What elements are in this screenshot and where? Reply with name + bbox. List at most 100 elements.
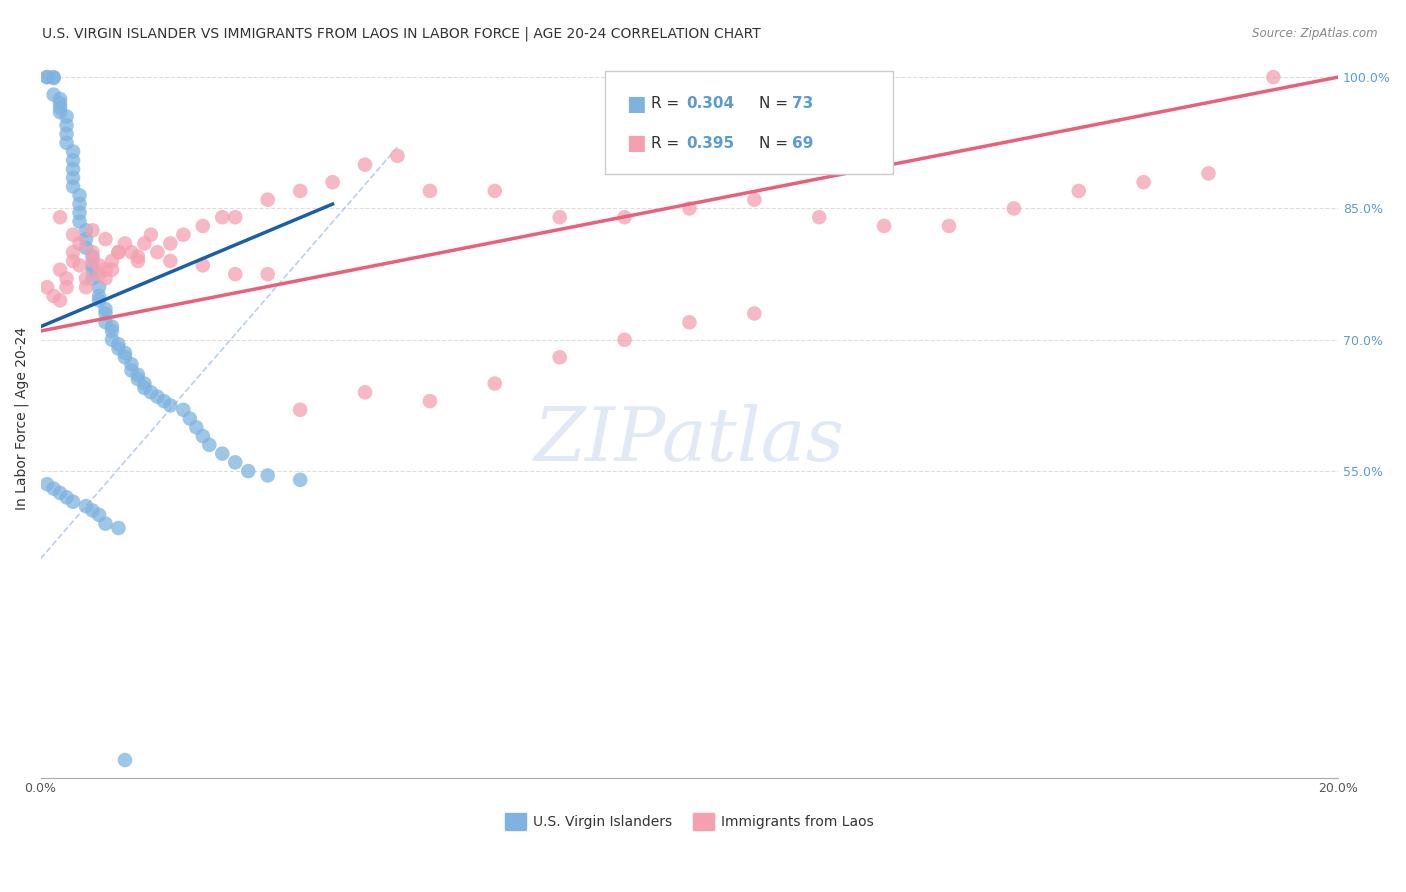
Point [159,254,181,268]
Point [120,363,142,377]
Point [55,127,77,141]
Point [49,101,72,115]
Point [744,306,766,320]
Point [107,521,129,535]
Point [678,315,700,329]
Point [120,357,142,371]
Point [139,385,162,400]
Point [354,158,377,172]
Point [87,280,110,294]
Text: 73: 73 [792,96,813,112]
Point [114,236,136,251]
Point [82,223,104,237]
Point [1263,70,1285,84]
Point [387,149,409,163]
Text: 0.304: 0.304 [686,96,734,112]
Point [69,206,91,220]
Text: ■: ■ [626,94,645,114]
Point [127,368,149,382]
Point [114,753,136,767]
Point [94,262,117,277]
Point [179,411,201,425]
Point [808,210,831,224]
Point [288,402,311,417]
Point [69,258,91,272]
Point [55,136,77,150]
Point [75,280,97,294]
Point [62,179,84,194]
Point [62,162,84,177]
Point [107,337,129,351]
Point [49,486,72,500]
Point [224,455,246,469]
Point [94,315,117,329]
Point [42,482,65,496]
Text: R =: R = [651,96,685,112]
Point [94,306,117,320]
Point [42,70,65,85]
Point [82,503,104,517]
Point [211,210,233,224]
Point [354,385,377,400]
Point [94,271,117,285]
Point [744,193,766,207]
Point [75,223,97,237]
Point [75,271,97,285]
Text: ■: ■ [626,133,645,153]
Point [678,202,700,216]
Point [35,477,58,491]
Point [613,210,636,224]
Point [548,210,571,224]
Point [75,232,97,246]
Point [873,219,896,233]
Point [127,250,149,264]
Point [49,92,72,106]
Point [114,346,136,360]
Point [87,293,110,308]
Point [107,245,129,260]
Point [55,271,77,285]
Point [49,262,72,277]
Point [548,351,571,365]
Point [159,399,181,413]
Point [69,214,91,228]
Point [613,333,636,347]
Point [186,420,208,434]
Point [127,372,149,386]
Point [134,376,156,391]
Point [82,271,104,285]
Point [101,324,124,338]
Point [49,105,72,120]
Point [62,153,84,168]
Point [256,267,278,281]
Point [938,219,960,233]
Point [146,245,169,260]
Point [238,464,260,478]
Point [49,96,72,111]
Point [114,351,136,365]
Legend: U.S. Virgin Islanders, Immigrants from Laos: U.S. Virgin Islanders, Immigrants from L… [499,807,879,835]
Point [322,175,344,189]
Point [101,254,124,268]
Point [159,236,181,251]
Point [94,516,117,531]
Text: N =: N = [759,136,793,151]
Point [55,110,77,124]
Text: N =: N = [759,96,793,112]
Point [107,245,129,260]
Point [211,447,233,461]
Point [224,210,246,224]
Point [75,499,97,513]
Point [134,381,156,395]
Point [1132,175,1154,189]
Point [42,70,65,84]
Point [94,232,117,246]
Point [35,70,58,84]
Point [82,258,104,272]
Point [42,87,65,102]
Point [288,184,311,198]
Point [62,245,84,260]
Point [69,236,91,251]
Point [62,145,84,159]
Point [82,245,104,260]
